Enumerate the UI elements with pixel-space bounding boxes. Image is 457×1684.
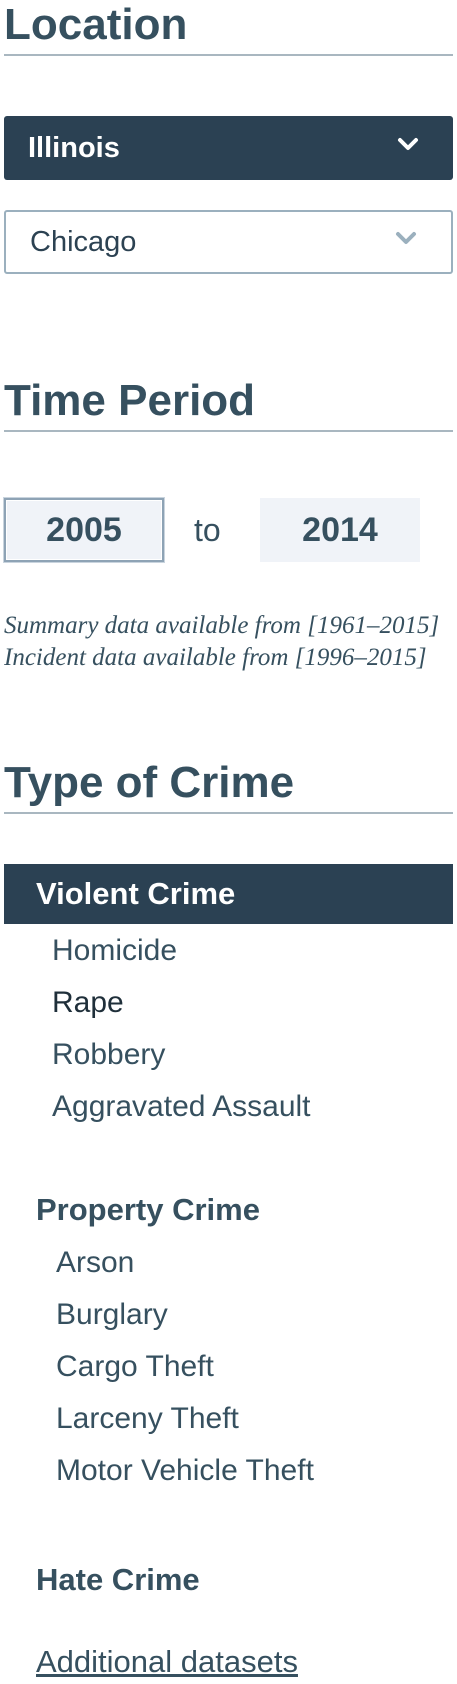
to-year-input[interactable]: 2014: [260, 498, 420, 562]
crime-item-aggravated-assault[interactable]: Aggravated Assault: [52, 1090, 311, 1123]
type-of-crime-title: Type of Crime: [4, 758, 453, 814]
property-crime-header[interactable]: Property Crime: [36, 1192, 260, 1227]
crime-item-motor-vehicle-theft[interactable]: Motor Vehicle Theft: [56, 1454, 314, 1487]
incident-data-note: Incident data available from [1996–2015]: [4, 644, 427, 671]
city-select[interactable]: Chicago: [4, 210, 453, 274]
summary-data-note: Summary data available from [1961–2015]: [4, 612, 440, 639]
crime-item-burglary[interactable]: Burglary: [56, 1298, 168, 1331]
from-year-input[interactable]: 2005: [4, 498, 164, 562]
time-period-title: Time Period: [4, 376, 453, 432]
crime-item-rape[interactable]: Rape: [52, 986, 124, 1019]
crime-item-cargo-theft[interactable]: Cargo Theft: [56, 1350, 214, 1383]
state-select[interactable]: Illinois: [4, 116, 453, 180]
crime-item-larceny-theft[interactable]: Larceny Theft: [56, 1402, 239, 1435]
additional-datasets-link[interactable]: Additional datasets: [36, 1644, 298, 1679]
crime-item-homicide[interactable]: Homicide: [52, 934, 178, 967]
hate-crime-header[interactable]: Hate Crime: [36, 1562, 200, 1597]
year-separator: to: [194, 512, 221, 548]
city-select-value: Chicago: [30, 225, 137, 258]
chevron-down-icon: [397, 133, 419, 155]
chevron-down-icon: [395, 227, 417, 249]
location-title: Location: [4, 0, 453, 56]
violent-crime-header[interactable]: Violent Crime: [4, 864, 453, 924]
crime-item-arson[interactable]: Arson: [56, 1246, 135, 1279]
crime-item-robbery[interactable]: Robbery: [52, 1038, 166, 1071]
state-select-value: Illinois: [28, 131, 120, 164]
